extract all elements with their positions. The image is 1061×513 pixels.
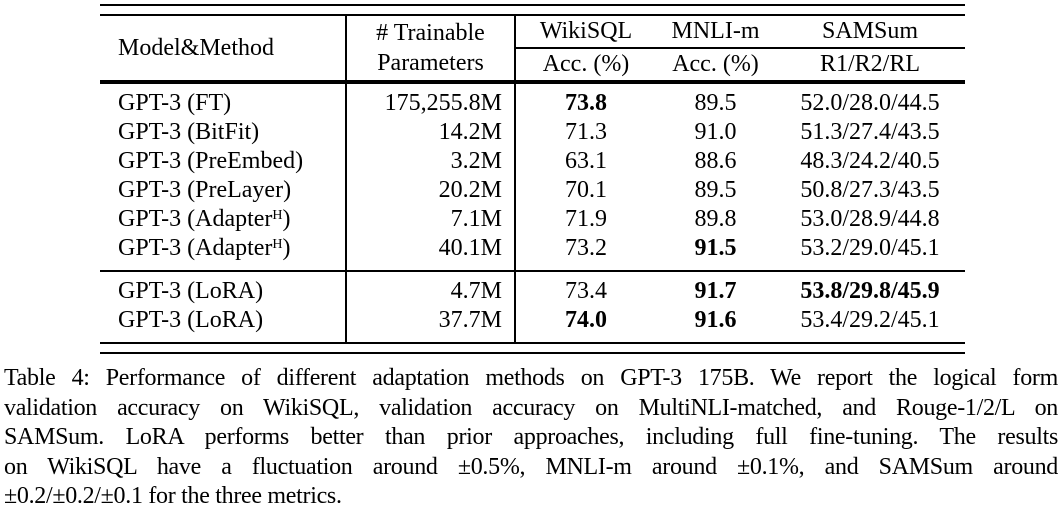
header-trainable-params: # Trainable Parameters — [347, 16, 516, 80]
cell-wikisql: 63.1 — [565, 148, 607, 174]
table-row: GPT-3 (PreEmbed) 3.2M 63.1 88.6 48.3/24.2/40… — [100, 147, 965, 176]
cell-mnli: 89.8 — [694, 206, 737, 232]
table-body-section-lora: GPT-3 (LoRA) 4.7M 73.4 91.7 53.8/29.8/45.9 GP… — [100, 272, 965, 342]
header-model-method-label: Model&Method — [118, 34, 274, 61]
table-row: GPT-3 (PreLayer) 20.2M 70.1 89.5 50.8/27.3/4… — [100, 176, 965, 205]
cell-params: 40.1M — [438, 235, 502, 261]
cell-method: GPT-3 (FT) — [118, 90, 232, 116]
table-header: Model&Method # Trainable Parameters Wiki… — [100, 16, 965, 80]
cell-wikisql: 74.0 — [565, 307, 607, 333]
cell-wikisql: 70.1 — [565, 177, 607, 203]
header-sub-1: Acc. (%) — [672, 51, 759, 77]
table-row: GPT-3 (BitFit) 14.2M 71.3 91.0 51.3/27.4/43.… — [100, 118, 965, 147]
cell-samsum: 52.0/28.0/44.5 — [800, 90, 940, 116]
cell-samsum: 53.2/29.0/45.1 — [800, 235, 940, 261]
header-group-1: MNLI-m — [671, 18, 760, 44]
cell-params: 37.7M — [438, 307, 502, 333]
cell-method: GPT-3 (PreLayer) — [118, 177, 292, 203]
cell-method: GPT-3 (AdapterH) — [118, 206, 291, 232]
table-row: GPT-3 (FT) 175,255.8M 73.8 89.5 52.0/28.0/44… — [100, 89, 965, 118]
table-row: GPT-3 (LoRA) 37.7M 74.0 91.6 53.4/29.2/45.1 — [100, 306, 965, 335]
table-caption: Table 4: Performance of different adapta… — [4, 364, 1058, 512]
cell-mnli: 88.6 — [694, 148, 737, 174]
cell-wikisql: 73.8 — [565, 90, 607, 116]
cell-mnli: 91.5 — [694, 235, 737, 261]
cell-mnli: 89.5 — [694, 90, 737, 116]
cell-method: GPT-3 (BitFit) — [118, 119, 260, 145]
cell-params: 20.2M — [438, 177, 502, 203]
table-row: GPT-3 (AdapterH) 7.1M 71.9 89.8 53.0/28.9/44… — [100, 205, 965, 234]
caption-line-5: ±0.2/±0.2/±0.1 for the three metrics. — [4, 483, 342, 509]
caption-line-1: Table 4: Performance of different adapta… — [4, 365, 1058, 391]
header-group-0: WikiSQL — [539, 18, 633, 44]
results-table: Model&Method # Trainable Parameters Wiki… — [100, 4, 965, 354]
cell-params: 14.2M — [438, 119, 502, 145]
cell-mnli: 91.6 — [694, 307, 737, 333]
cell-samsum: 53.0/28.9/44.8 — [800, 206, 940, 232]
table-row: GPT-3 (LoRA) 4.7M 73.4 91.7 53.8/29.8/45.9 — [100, 277, 965, 306]
cell-wikisql: 73.4 — [565, 278, 607, 304]
table-body-section-top: GPT-3 (FT) 175,255.8M 73.8 89.5 52.0/28.0/44… — [100, 84, 965, 270]
table-row: GPT-3 (AdapterH) 40.1M 73.2 91.5 53.2/29.0/4… — [100, 234, 965, 263]
header-metric-group: WikiSQL MNLI-m SAMSum Acc. (%) Acc. (%) R1/R… — [516, 16, 965, 80]
table-bottom-rule — [100, 342, 965, 354]
block-separator-rule — [100, 270, 965, 272]
header-sub-2: R1/R2/RL — [819, 51, 921, 77]
cell-samsum: 53.4/29.2/45.1 — [800, 307, 940, 333]
cell-params: 175,255.8M — [384, 90, 502, 116]
cell-method: GPT-3 (AdapterH) — [118, 235, 291, 261]
cell-params: 3.2M — [450, 148, 502, 174]
header-group-row: WikiSQL MNLI-m SAMSum — [516, 16, 965, 47]
cell-method: GPT-3 (LoRA) — [118, 307, 264, 333]
cell-params: 7.1M — [450, 206, 502, 232]
header-cmidrule — [516, 47, 965, 49]
cell-samsum: 53.8/29.8/45.9 — [800, 278, 940, 304]
caption-line-4: on WikiSQL have a fluctuation around ±0.… — [4, 453, 1058, 480]
cell-samsum: 50.8/27.3/43.5 — [800, 177, 940, 203]
header-sub-0: Acc. (%) — [542, 51, 630, 77]
header-group-2: SAMSum — [821, 18, 919, 44]
cell-samsum: 48.3/24.2/40.5 — [800, 148, 940, 174]
cell-mnli: 89.5 — [694, 177, 737, 203]
cell-method: GPT-3 (PreEmbed) — [118, 148, 304, 174]
header-sub-row: Acc. (%) Acc. (%) R1/R2/RL — [516, 49, 965, 80]
cell-samsum: 51.3/27.4/43.5 — [800, 119, 940, 145]
cell-method: GPT-3 (LoRA) — [118, 278, 264, 304]
header-model-method: Model&Method — [100, 16, 347, 80]
header-trainable-line2: Parameters — [377, 50, 484, 76]
header-trainable-line1: # Trainable — [376, 20, 485, 46]
table-top-rule — [100, 4, 965, 16]
caption-line-2: validation accuracy on WikiSQL, validati… — [4, 394, 1058, 421]
cell-wikisql: 73.2 — [565, 235, 607, 261]
cell-mnli: 91.0 — [694, 119, 737, 145]
cell-mnli: 91.7 — [694, 278, 737, 304]
cell-params: 4.7M — [450, 278, 502, 304]
header-bottom-rule — [100, 80, 965, 84]
cell-wikisql: 71.9 — [565, 206, 607, 232]
cell-wikisql: 71.3 — [565, 119, 607, 145]
caption-line-3: SAMSum. LoRA performs better than prior … — [4, 424, 1058, 450]
